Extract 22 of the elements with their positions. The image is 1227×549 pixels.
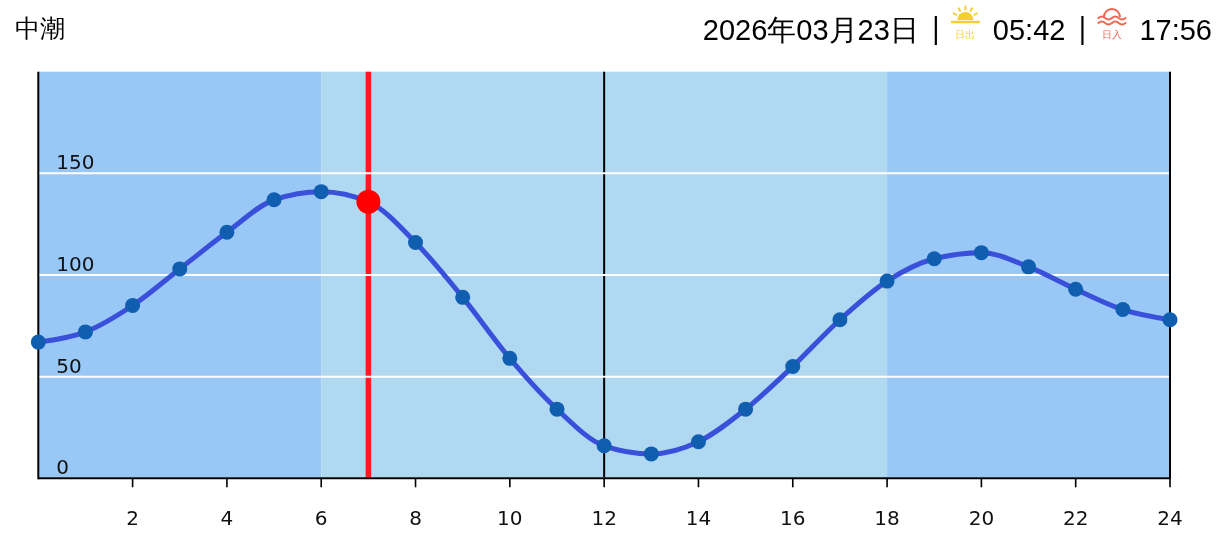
- y-tick-label: 0: [56, 455, 70, 480]
- text: 05:42: [992, 14, 1066, 46]
- x-tick-label: 10: [497, 506, 523, 531]
- chart-subtitle: 2026年03月23日: [702, 14, 919, 46]
- x-tick-label: 22: [1062, 506, 1089, 531]
- x-tick-label: 2: [126, 506, 139, 531]
- y-tick-label: 100: [56, 252, 95, 276]
- chart-title: 中潮: [15, 14, 65, 42]
- text: 日入: [1101, 29, 1122, 40]
- y-tick-label: 50: [56, 353, 82, 378]
- x-tick-label: 8: [409, 506, 422, 531]
- x-tick-label: 16: [780, 506, 806, 531]
- x-tick-label: 24: [1157, 506, 1183, 531]
- x-tick-label: 6: [314, 506, 328, 531]
- x-tick-label: 12: [591, 506, 617, 531]
- x-tick-label: 4: [220, 506, 234, 531]
- x-tick-label: 20: [968, 506, 995, 531]
- text: 17:56: [1139, 14, 1212, 46]
- x-tick-label: 18: [874, 506, 900, 531]
- x-tick-label: 14: [685, 506, 712, 531]
- text: 日出: [955, 29, 976, 40]
- y-tick-label: 150: [56, 150, 95, 175]
